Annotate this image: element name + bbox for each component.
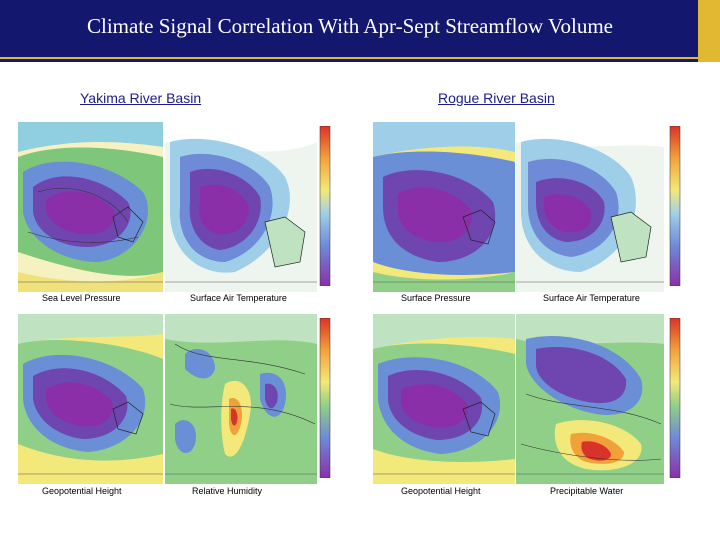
colorbar-rogue-bottom [668, 317, 682, 479]
title-accent-line [0, 57, 720, 59]
map-surface-air-temperature-yakima [165, 122, 317, 292]
map-geopotential-height-yakima [18, 314, 163, 484]
panel-label-geopotential-height-rogue: Geopotential Height [401, 486, 481, 496]
panel-label-geopotential-height-yakima: Geopotential Height [42, 486, 122, 496]
panel-label-sea-level-pressure: Sea Level Pressure [42, 293, 121, 303]
colorbar-yakima-bottom [318, 317, 332, 479]
map-geopotential-height-rogue [373, 314, 515, 484]
map-relative-humidity [165, 314, 317, 484]
colorbar-yakima-top [318, 125, 332, 287]
slide-title: Climate Signal Correlation With Apr-Sept… [86, 14, 613, 38]
colorbar-rogue-top [668, 125, 682, 287]
title-accent-stripe [698, 0, 720, 62]
map-precipitable-water [516, 314, 664, 484]
title-bar: Climate Signal Correlation With Apr-Sept… [0, 0, 720, 62]
panel-label-surface-pressure: Surface Pressure [401, 293, 471, 303]
map-surface-pressure [373, 122, 515, 292]
map-sea-level-pressure [18, 122, 163, 292]
panel-label-precipitable-water: Precipitable Water [550, 486, 624, 496]
panel-label-surface-air-temperature-rogue: Surface Air Temperature [543, 293, 640, 303]
panel-label-surface-air-temperature-yakima: Surface Air Temperature [190, 293, 287, 303]
map-surface-air-temperature-rogue [516, 122, 664, 292]
basin-title-yakima: Yakima River Basin [80, 90, 202, 106]
panel-label-relative-humidity: Relative Humidity [192, 486, 263, 496]
basin-title-rogue: Rogue River Basin [438, 90, 555, 106]
